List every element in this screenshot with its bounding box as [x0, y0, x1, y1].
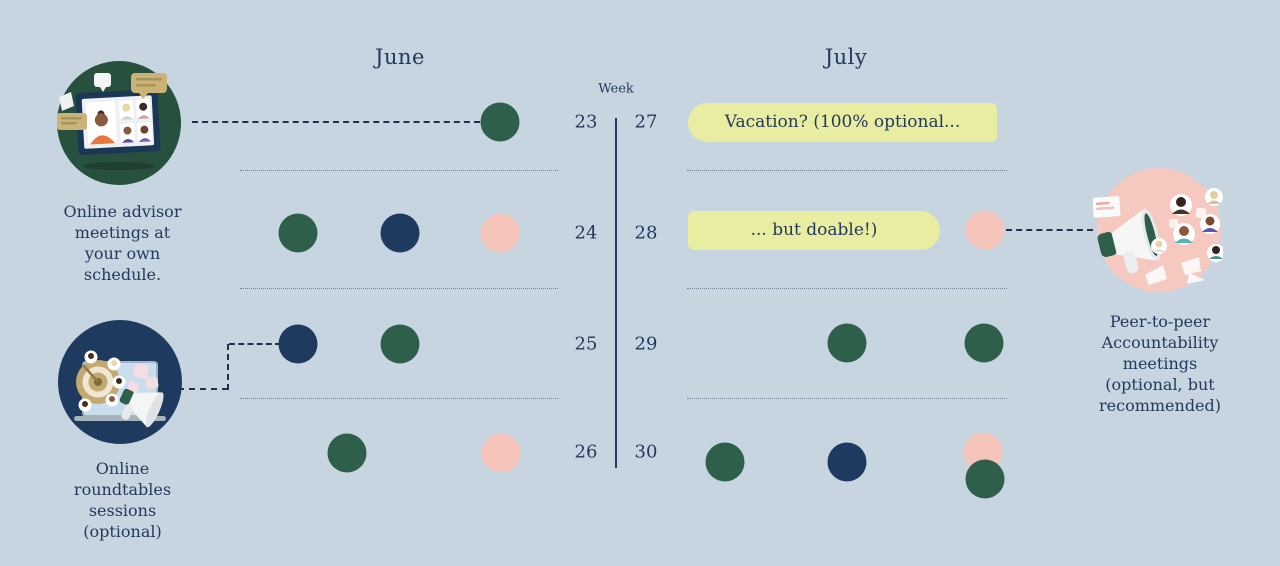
meeting-dot-accountability [963, 432, 1003, 472]
target-icon [76, 360, 120, 404]
meeting-dot-advisor [380, 324, 420, 364]
megaphone-audience-illustration [1092, 168, 1225, 292]
meeting-dot-advisor [480, 102, 520, 142]
meeting-dot-advisor [965, 459, 1005, 499]
row-separator [240, 398, 558, 399]
participant-avatars [78, 350, 126, 412]
meeting-dot-roundtable [827, 442, 867, 482]
speech-bubble-icon [57, 113, 87, 130]
meeting-dot-roundtable [278, 324, 318, 364]
month-divider-line [615, 118, 617, 468]
cube-icons [126, 363, 159, 394]
connector-roundtable-seg3 [229, 343, 281, 345]
week-number: 24 [574, 222, 598, 244]
meeting-dot-advisor [705, 442, 745, 482]
week-number: 29 [634, 333, 658, 355]
speech-bubble-icon [131, 73, 167, 99]
meeting-dot-accountability [965, 210, 1005, 250]
row-separator [687, 398, 1007, 399]
advisor-illustration-wrap [57, 61, 181, 185]
paper-icons [1145, 257, 1205, 285]
vacation-banner: Vacation? (100% optional... [688, 103, 997, 142]
video-meeting-illustration [57, 61, 181, 185]
meeting-dot-advisor [964, 323, 1004, 363]
roundtable-illustration [58, 320, 182, 444]
connector-accountability [1006, 229, 1093, 231]
connector-roundtable-seg1 [178, 388, 228, 390]
roundtables-label: Online roundtables sessions (optional) [73, 459, 172, 541]
accountability-label: Peer-to-peer Accountability meetings (op… [1098, 312, 1222, 415]
connector-roundtable-seg2 [227, 344, 229, 390]
meeting-dot-advisor [827, 323, 867, 363]
row-separator [240, 288, 558, 289]
row-separator [687, 170, 1007, 171]
week-number: 23 [574, 111, 598, 133]
doable-banner: ... but doable!) [688, 211, 940, 250]
meeting-dot-accountability [480, 213, 520, 253]
note-card-icon [1092, 196, 1121, 218]
week-number: 26 [574, 441, 598, 463]
month-heading-june: June [375, 45, 425, 69]
week-column-header: Week [598, 81, 634, 97]
megaphone-icon [119, 388, 164, 428]
row-separator [687, 288, 1007, 289]
row-separator [240, 170, 558, 171]
audience-avatars [1151, 188, 1225, 262]
meeting-dot-accountability [481, 433, 521, 473]
roundtables-illustration-wrap [58, 320, 182, 444]
week-number: 25 [574, 333, 598, 355]
meeting-dot-advisor [278, 213, 318, 253]
accountability-illustration-wrap [1092, 167, 1225, 297]
meeting-dot-advisor [327, 433, 367, 473]
week-number: 30 [634, 441, 658, 463]
week-number: 28 [634, 222, 658, 244]
meeting-dot-roundtable [380, 213, 420, 253]
advisor-meetings-label: Online advisor meetings at your own sche… [63, 202, 182, 284]
month-heading-july: July [824, 45, 868, 69]
week-number: 27 [634, 111, 658, 133]
connector-advisor [192, 121, 480, 123]
